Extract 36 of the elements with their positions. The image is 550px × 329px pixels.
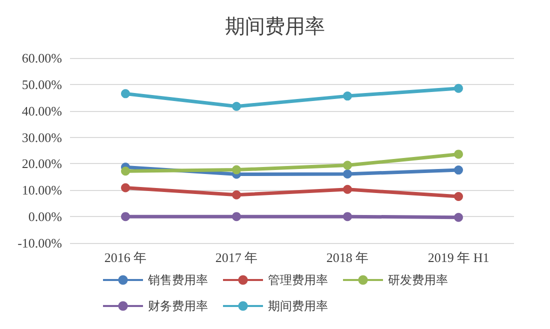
- legend-label: 期间费用率: [268, 299, 328, 313]
- y-tick-label: 60.00%: [22, 50, 62, 66]
- point: [343, 184, 352, 194]
- point: [454, 166, 463, 175]
- point: [121, 89, 130, 98]
- point: [232, 165, 241, 174]
- point: [121, 212, 130, 222]
- y-tick-label: -10.00%: [18, 236, 62, 250]
- chart-title: 期间费用率: [225, 16, 325, 38]
- y-tick-label: 10.00%: [22, 182, 62, 198]
- point: [121, 166, 130, 176]
- point: [454, 84, 463, 93]
- legend-label: 销售费用率: [147, 273, 208, 287]
- legend-label: 研发费用率: [388, 273, 448, 287]
- point: [454, 212, 463, 222]
- x-tick-label: 2016 年: [104, 250, 147, 265]
- y-tick-label: 20.00%: [22, 156, 62, 172]
- point: [343, 212, 352, 222]
- x-tick-label: 2017 年: [215, 250, 258, 265]
- point: [454, 150, 463, 159]
- point: [454, 192, 463, 201]
- point: [343, 160, 352, 170]
- point: [343, 92, 352, 101]
- x-tick-label: 2018 年: [326, 250, 369, 265]
- point: [121, 183, 130, 192]
- y-tick-label: 50.00%: [22, 76, 62, 92]
- point: [232, 212, 241, 222]
- x-tick-label: 2019 年 H1: [428, 250, 490, 265]
- y-tick-label: 40.00%: [22, 103, 62, 118]
- legend-label: 管理费用率: [268, 273, 328, 287]
- legend-label: 财务费用率: [148, 299, 208, 313]
- y-tick-label: 0.00%: [28, 209, 62, 224]
- y-tick-label: 30.00%: [22, 130, 62, 145]
- point: [232, 190, 241, 200]
- point: [343, 170, 352, 179]
- point: [232, 102, 241, 111]
